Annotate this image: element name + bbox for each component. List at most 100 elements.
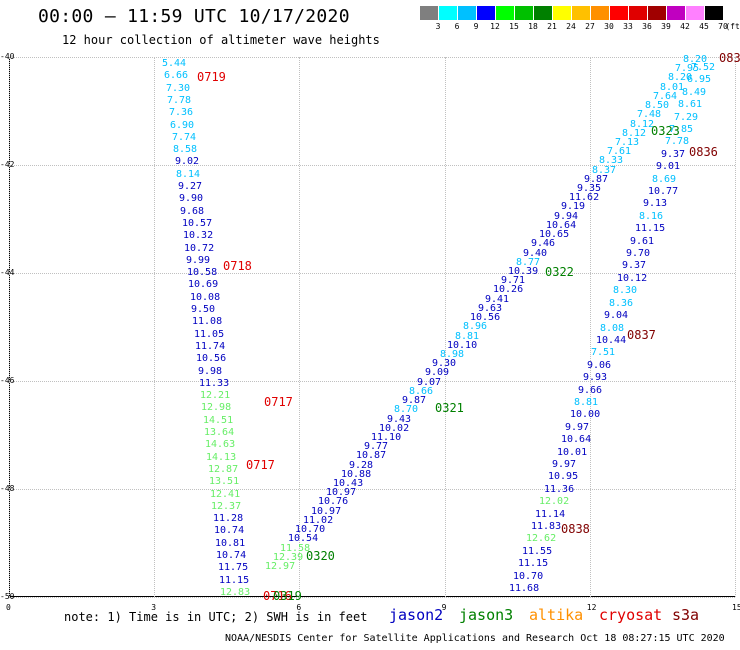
wave-height-value: 8.37 — [592, 165, 617, 176]
scale-swatch — [515, 6, 533, 20]
x-tick-label: 15 — [732, 603, 740, 612]
wave-height-value: 11.15 — [219, 575, 250, 586]
scale-label: 15 — [509, 22, 519, 31]
wave-height-value: 12.37 — [211, 501, 242, 512]
wave-height-value: 10.44 — [596, 335, 627, 346]
wave-height-value: 8.69 — [652, 174, 677, 185]
grid-line-lat — [9, 381, 735, 382]
scale-label: 45 — [699, 22, 709, 31]
x-tick-label: 9 — [441, 603, 447, 612]
wave-height-value: 10.64 — [546, 220, 577, 231]
wave-height-value: 10.72 — [184, 243, 215, 254]
wave-height-value: 9.68 — [180, 206, 205, 217]
wave-height-value: 9.06 — [587, 360, 612, 371]
wave-height-value: 7.29 — [674, 112, 699, 123]
satellite-name: cryosat — [599, 606, 663, 624]
wave-height-value: 9.40 — [523, 248, 548, 259]
wave-height-value: 9.99 — [186, 255, 211, 266]
wave-height-value: 9.28 — [349, 460, 374, 471]
wave-height-value: 10.65 — [539, 229, 570, 240]
wave-height-value: 9.30 — [432, 358, 457, 369]
wave-height-value: 12.62 — [526, 533, 557, 544]
wave-height-value: 10.70 — [513, 571, 544, 582]
wave-height-value: 11.83 — [531, 521, 562, 532]
wave-height-value: 8.12 — [622, 128, 647, 139]
pass-time-label: 0838 — [561, 522, 590, 536]
wave-height-value: 11.15 — [635, 223, 666, 234]
wave-height-value: 8.81 — [574, 397, 599, 408]
wave-height-value: 9.09 — [425, 367, 450, 378]
pass-time-label: 0836 — [689, 145, 718, 159]
wave-height-value: 10.56 — [196, 353, 227, 364]
wave-height-value: 10.58 — [187, 267, 218, 278]
pass-time-label: 0319 — [273, 589, 302, 603]
wave-height-value: 9.37 — [661, 149, 686, 160]
scale-label: 21 — [547, 22, 557, 31]
wave-height-value: 7.13 — [615, 137, 640, 148]
y-tick-label: -40 — [0, 52, 15, 61]
grid-line-lat — [9, 273, 735, 274]
scale-label: 3 — [435, 22, 441, 31]
scale-swatch — [572, 6, 590, 20]
wave-height-value: 8.14 — [176, 169, 201, 180]
wave-height-value: 9.66 — [578, 385, 603, 396]
grid-line-lat — [9, 57, 735, 58]
wave-height-value: 9.94 — [554, 211, 579, 222]
wave-height-value: 10.43 — [333, 478, 364, 489]
wave-height-value: 9.77 — [364, 441, 389, 452]
wave-height-value: 7.30 — [166, 83, 191, 94]
wave-height-value: 12.87 — [208, 464, 239, 475]
wave-height-value: 10.88 — [341, 469, 372, 480]
wave-height-value: 7.74 — [172, 132, 197, 143]
scale-swatch — [648, 6, 666, 20]
grid-line-lon — [589, 57, 591, 597]
credit-line: NOAA/NESDIS Center for Satellite Applica… — [225, 633, 725, 644]
wave-height-value: 10.00 — [570, 409, 601, 420]
wave-height-value: 8.49 — [682, 87, 707, 98]
wave-height-value: 9.13 — [643, 198, 668, 209]
grid-line-lat — [9, 597, 735, 598]
wave-height-value: 5.44 — [162, 58, 187, 69]
wave-height-value: 10.97 — [311, 506, 342, 517]
wave-height-value: 11.33 — [199, 378, 230, 389]
wave-height-value: 9.63 — [478, 303, 503, 314]
wave-height-value: 10.08 — [190, 292, 221, 303]
wave-height-value: 6.95 — [687, 74, 712, 85]
wave-height-value: 11.10 — [371, 432, 402, 443]
wave-height-value: 10.02 — [379, 423, 410, 434]
pass-time-label: 083 — [719, 51, 740, 65]
grid-line-lat — [9, 165, 735, 166]
wave-height-value: 13.64 — [204, 427, 235, 438]
wave-height-value: 11.62 — [569, 192, 600, 203]
scale-label: 36 — [642, 22, 652, 31]
pass-time-label: 0716 — [263, 589, 292, 603]
wave-height-value: 9.93 — [583, 372, 608, 383]
wave-height-value: 7.78 — [665, 136, 690, 147]
scale-label: 18 — [528, 22, 538, 31]
wave-height-value: 7.85 — [669, 124, 694, 135]
wave-height-value: 14.51 — [203, 415, 234, 426]
wave-height-value: 7.36 — [169, 107, 194, 118]
wave-height-value: 9.90 — [179, 193, 204, 204]
page-subtitle: 12 hour collection of altimeter wave hei… — [62, 33, 380, 47]
scale-swatch — [439, 6, 457, 20]
grid-line-lon — [444, 57, 446, 597]
wave-height-value: 10.77 — [648, 186, 679, 197]
pass-time-label: 0322 — [545, 265, 574, 279]
pass-time-label: 0837 — [627, 328, 656, 342]
x-tick-label: 3 — [151, 603, 157, 612]
wave-height-value: 9.61 — [630, 236, 655, 247]
satellite-name: jason2 — [389, 606, 444, 624]
wave-height-value: 7.52 — [691, 62, 716, 73]
grid-line-lon — [299, 57, 301, 597]
wave-height-value: 10.87 — [356, 450, 387, 461]
wave-height-value: 9.50 — [191, 304, 216, 315]
wave-height-value: 8.20 — [683, 54, 708, 65]
scale-swatch — [705, 6, 723, 20]
wave-height-value: 12.39 — [273, 552, 304, 563]
scale-swatch — [420, 6, 438, 20]
wave-height-value: 9.87 — [402, 395, 427, 406]
wave-height-value: 10.32 — [183, 230, 214, 241]
wave-height-value: 11.14 — [535, 509, 566, 520]
grid-line-lon — [154, 57, 156, 597]
